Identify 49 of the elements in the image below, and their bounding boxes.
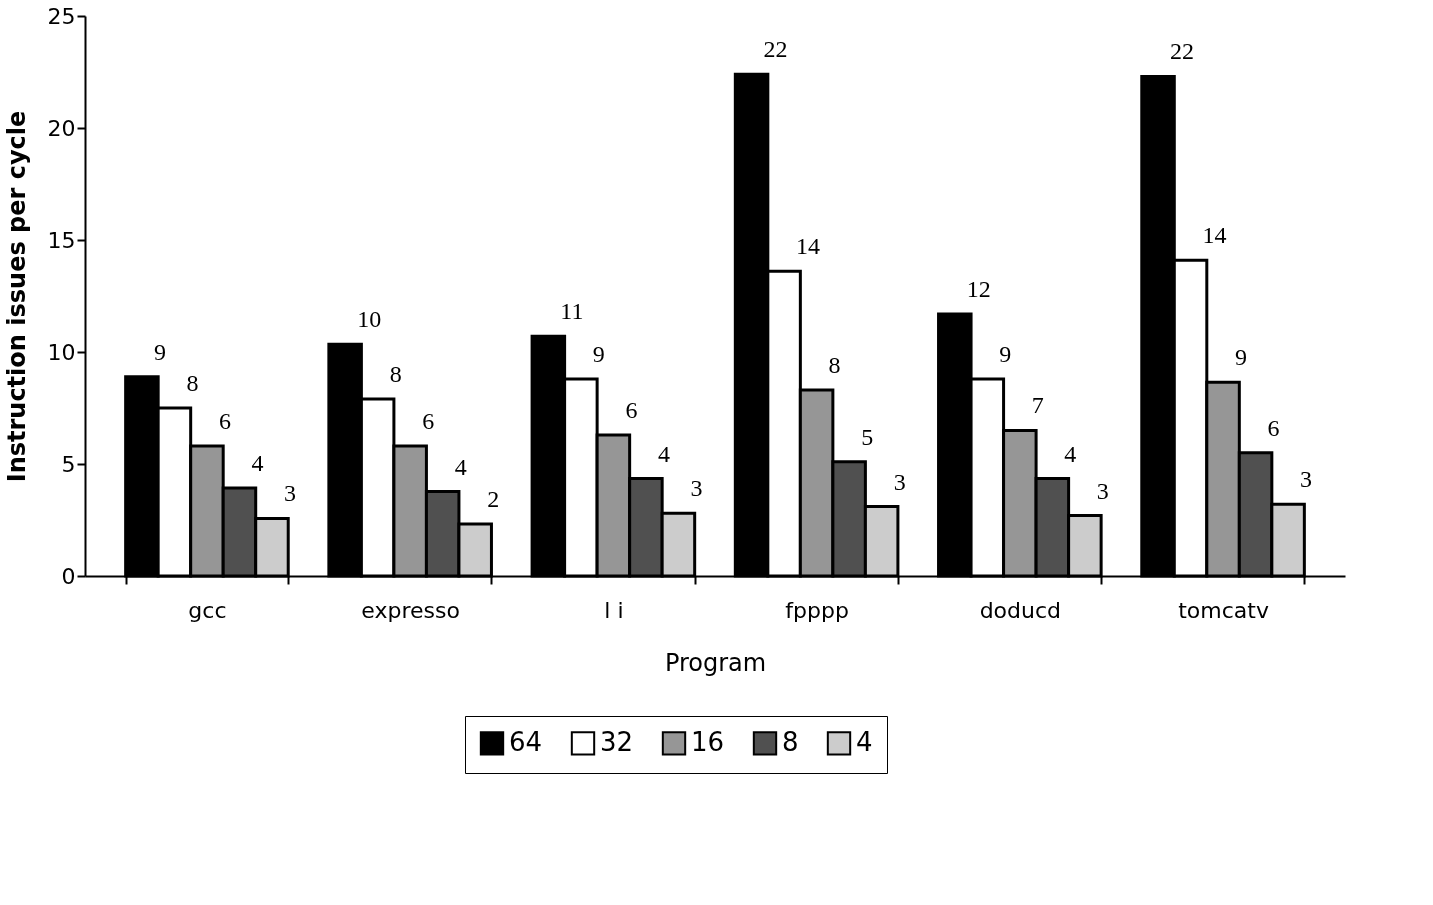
- y-tick-label: 10: [47, 339, 76, 365]
- data-label: 2: [487, 486, 500, 513]
- data-label: 9: [153, 338, 166, 365]
- y-tick-label: 25: [47, 3, 76, 29]
- data-label: 14: [1202, 222, 1227, 249]
- data-label: 9: [592, 340, 605, 367]
- data-label: 8: [828, 352, 841, 379]
- y-tick-label: 15: [47, 227, 76, 253]
- data-label: 4: [251, 449, 264, 476]
- x-tick-label: fpppp: [785, 597, 849, 623]
- data-label: 14: [796, 233, 821, 260]
- x-tick-label: l i: [604, 597, 624, 623]
- x-tick-label: expresso: [361, 597, 460, 623]
- data-label: 3: [690, 475, 703, 502]
- data-label: 3: [1096, 477, 1109, 504]
- data-label: 9: [999, 340, 1012, 367]
- data-label: 12: [966, 275, 991, 302]
- y-tick-label: 5: [61, 451, 76, 477]
- data-label: 9: [1235, 344, 1248, 371]
- y-tick-label: 20: [47, 115, 76, 141]
- data-label: 11: [560, 298, 584, 325]
- data-label: 4: [454, 453, 467, 480]
- legend-label: 16: [691, 727, 725, 758]
- legend-label: 8: [782, 727, 799, 758]
- data-label: 5: [861, 423, 874, 450]
- data-label: 10: [357, 306, 382, 333]
- x-tick-label: tomcatv: [1178, 597, 1269, 623]
- x-tick-label: doducd: [979, 597, 1062, 623]
- x-axis-title: Program: [664, 648, 767, 677]
- data-label: 7: [1031, 392, 1044, 419]
- legend-label: 4: [856, 727, 873, 758]
- data-label: 4: [1064, 440, 1077, 467]
- data-label: 3: [893, 468, 906, 495]
- legend-label: 64: [509, 727, 543, 758]
- data-label: 8: [389, 361, 402, 388]
- data-label: 3: [1300, 466, 1313, 493]
- data-label: 4: [657, 440, 670, 467]
- y-axis-title: Instruction issues per cycle: [2, 110, 31, 483]
- legend-label: 32: [600, 727, 634, 758]
- data-label: 6: [218, 408, 231, 435]
- data-label: 8: [186, 370, 199, 396]
- data-label: 22: [763, 36, 788, 63]
- data-label: 6: [1267, 414, 1280, 441]
- data-label: 6: [422, 408, 435, 435]
- data-label: 6: [625, 396, 638, 423]
- y-tick-label: 0: [61, 563, 76, 589]
- data-label: 22: [1170, 38, 1195, 65]
- x-tick-label: gcc: [188, 597, 227, 623]
- data-label: 3: [283, 480, 296, 507]
